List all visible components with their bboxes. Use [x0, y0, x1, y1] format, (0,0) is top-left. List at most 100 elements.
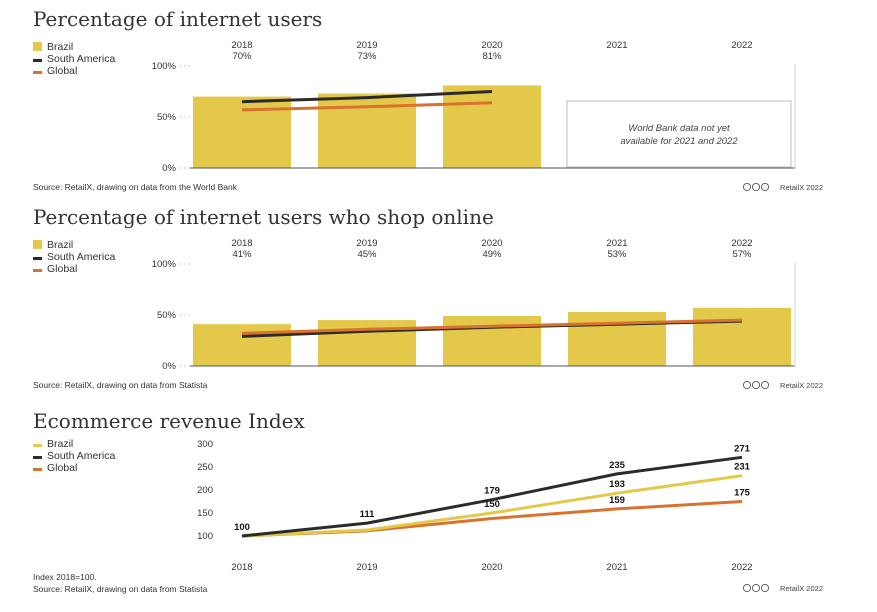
- license-cc-icon: [742, 380, 752, 390]
- data-label-global-2022: 175: [734, 488, 751, 499]
- credit-text: RetailX 2022: [780, 183, 823, 192]
- legend-swatch-global: [33, 269, 42, 272]
- x-tick-2022: 2022: [731, 562, 752, 573]
- note-box: [566, 100, 792, 168]
- legend-label-south-america: South America: [47, 53, 115, 65]
- x-tick-2020: 2020: [481, 562, 502, 573]
- data-label-brazil-2020: 150: [484, 499, 500, 510]
- y-tick-200: 200: [197, 485, 213, 496]
- value-label-2020: 81%: [482, 51, 502, 62]
- legend-label-brazil: Brazil: [47, 41, 73, 53]
- legend-swatch-brazil: [33, 42, 42, 51]
- license-nd-icon: [760, 583, 770, 593]
- bar-2022: [693, 307, 791, 366]
- data-label-south-america-2021: 235: [609, 460, 626, 471]
- year-label-2022: 2022: [731, 238, 752, 249]
- x-tick-2019: 2019: [356, 562, 377, 573]
- y-tick-50-: 50%: [157, 310, 177, 321]
- value-label-2018: 41%: [232, 249, 252, 260]
- data-label-brazil-2021: 193: [609, 479, 625, 490]
- chart-title: Percentage of internet users who shop on…: [33, 205, 494, 229]
- license-nd-icon: [760, 380, 770, 390]
- legend-swatch-south-america: [33, 456, 42, 459]
- y-tick-0-: 0%: [162, 163, 176, 174]
- note-line: World Bank data not yet: [628, 123, 730, 134]
- license-cc-icon: [742, 182, 752, 192]
- value-label-2019: 73%: [357, 51, 377, 62]
- value-label-2018: 70%: [232, 51, 252, 62]
- y-tick-50-: 50%: [157, 112, 177, 123]
- y-tick-100: 100: [197, 531, 213, 542]
- source-note: Source: RetailX, drawing on data from St…: [33, 584, 208, 594]
- legend-label-global: Global: [47, 263, 77, 275]
- license-by-icon: [751, 182, 761, 192]
- year-label-2021: 2021: [606, 238, 627, 249]
- legend-label-brazil: Brazil: [47, 438, 73, 450]
- year-label-2021: 2021: [606, 40, 627, 51]
- bar-2020: [443, 316, 541, 366]
- license-nd-icon: [760, 182, 770, 192]
- line-global: [241, 101, 493, 112]
- value-label-2021: 53%: [607, 249, 627, 260]
- chart-2: Percentage of internet users who shop on…: [33, 205, 796, 390]
- credit-text: RetailX 2022: [780, 381, 823, 390]
- credit-badge-0: RetailX 2022: [742, 182, 823, 192]
- year-label-2020: 2020: [481, 40, 502, 51]
- legend-label-south-america: South America: [47, 251, 115, 263]
- credit-badge-1: RetailX 2022: [742, 380, 823, 390]
- bar-2020: [443, 85, 541, 168]
- legend-swatch-south-america: [33, 59, 42, 62]
- year-label-2018: 2018: [231, 238, 252, 249]
- line-global: [241, 318, 743, 335]
- legend-swatch-global: [33, 468, 42, 471]
- data-label-south-america-2020: 179: [484, 486, 500, 497]
- value-label-2019: 45%: [357, 249, 377, 260]
- license-by-icon: [751, 380, 761, 390]
- value-label-2020: 49%: [482, 249, 502, 260]
- data-label-south-america-2022: 271: [734, 443, 751, 454]
- y-tick-300: 300: [197, 439, 213, 450]
- chart-title: Ecommerce revenue Index: [33, 409, 305, 433]
- year-label-2018: 2018: [231, 40, 252, 51]
- year-label-2022: 2022: [731, 40, 752, 51]
- y-tick-0-: 0%: [162, 361, 176, 372]
- legend-swatch-south-america: [33, 257, 42, 260]
- credit-badge-2: RetailX 2022: [742, 583, 823, 593]
- year-label-2019: 2019: [356, 238, 377, 249]
- line-south-america: [241, 455, 743, 538]
- source-note: Source: RetailX, drawing on data from St…: [33, 380, 208, 390]
- line-south-america: [241, 90, 493, 104]
- chart-3: Ecommerce revenue Index 300 250 200 150 100 20…: [33, 409, 753, 594]
- note-line: available for 2021 and 2022: [620, 136, 738, 147]
- legend-swatch-global: [33, 71, 42, 74]
- legend-label-global: Global: [47, 462, 77, 474]
- line-brazil: [241, 474, 743, 538]
- legend-label-global: Global: [47, 65, 77, 77]
- data-label-south-america-2018: 100: [234, 522, 250, 533]
- source-note: Source: RetailX, drawing on data from th…: [33, 182, 238, 192]
- data-label-brazil-2022: 231: [734, 462, 751, 473]
- year-label-2019: 2019: [356, 40, 377, 51]
- y-tick-100-: 100%: [152, 61, 177, 72]
- no-data-note: World Bank data not yet available for 202…: [566, 100, 792, 168]
- data-label-global-2021: 159: [609, 495, 625, 506]
- bar-2018: [193, 96, 291, 168]
- legend-label-south-america: South America: [47, 450, 115, 462]
- y-tick-250: 250: [197, 462, 213, 473]
- x-tick-2021: 2021: [606, 562, 627, 573]
- x-tick-2018: 2018: [231, 562, 252, 573]
- legend-swatch-brazil: [33, 240, 42, 249]
- y-tick-150: 150: [197, 508, 213, 519]
- bar-2018: [193, 324, 291, 366]
- data-label-south-america-2019: 111: [360, 509, 376, 520]
- license-cc-icon: [742, 583, 752, 593]
- legend-swatch-brazil: [33, 444, 42, 447]
- legend-label-brazil: Brazil: [47, 239, 73, 251]
- license-by-icon: [751, 583, 761, 593]
- credit-text: RetailX 2022: [780, 584, 823, 593]
